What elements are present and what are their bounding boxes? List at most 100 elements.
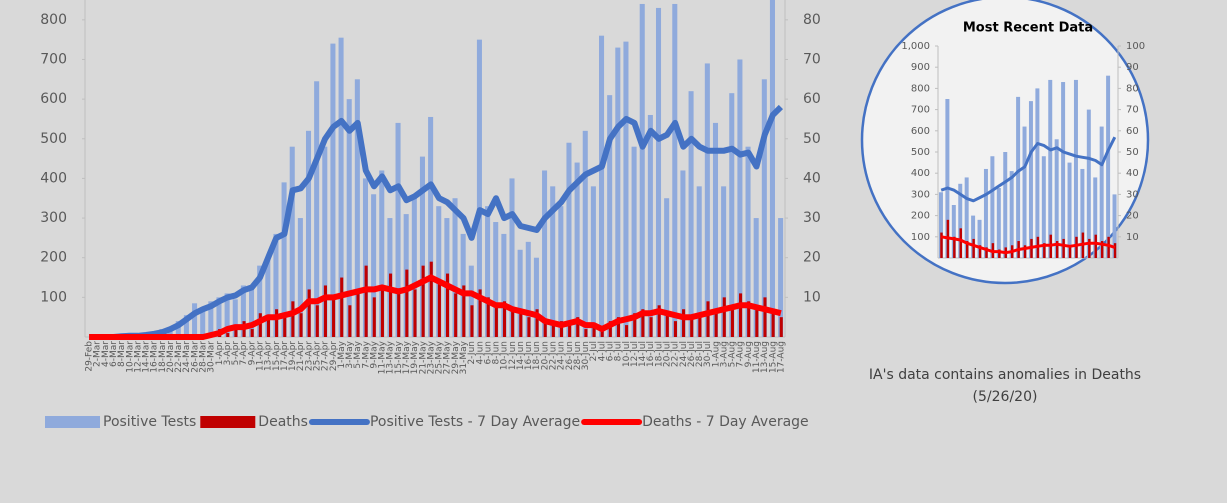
bar [558,206,564,337]
bar [1043,243,1046,258]
bar [486,297,490,337]
bar [1094,234,1097,258]
x-tick-label: 18-Jun [532,341,542,370]
bar [1054,139,1059,258]
bar [476,39,482,337]
bar [755,309,759,337]
bar [779,317,783,337]
x-tick-label: 6-Mar [109,341,119,367]
bar [592,325,596,337]
y-tick-label: 300 [40,210,67,226]
bar [996,188,1001,258]
y-tick-label: 400 [911,168,930,179]
bar [283,317,287,337]
x-tick-label: 27-Apr [321,341,331,371]
bar [1093,177,1098,258]
bar [704,63,710,337]
x-tick-label: 17-May [402,340,412,374]
bar [729,93,735,337]
x-tick-label: 22-Mar [174,341,184,373]
x-tick-label: 26-Jun [565,341,575,370]
bar [938,192,943,258]
x-tick-label: 29-May [451,340,461,374]
x-tick-label: 7-May [361,340,371,368]
bar [1068,245,1072,258]
bar [1055,241,1059,258]
bar [454,293,458,337]
bar [747,301,751,337]
bar [712,122,719,337]
x-tick-label: 13-May [386,340,396,374]
bar [1041,156,1046,258]
x-tick-label: 12-Mar [133,341,143,373]
bar [429,261,433,337]
bar [428,116,434,337]
y-tick-label: 900 [911,62,930,73]
x-tick-label: 9-Aug [744,341,754,367]
x-tick-label: 21-Apr [296,341,306,371]
x-tick-label: 31-May [459,340,469,374]
bar [983,168,988,258]
note: IA's data contains anomalies in Deaths (… [868,367,1142,405]
bar [413,289,417,337]
bar [1086,109,1091,258]
y2-tick-label: 50 [1126,147,1139,158]
y2-tick-label: 80 [803,12,821,28]
x-tick-label: 4-Jul [597,341,607,361]
bar [1023,245,1027,258]
bar [535,309,539,337]
bar [1016,96,1021,258]
bar [551,325,555,337]
x-tick-label: 24-Jul [679,341,689,367]
legend-label: Deaths [258,414,308,430]
bar [1075,236,1078,258]
bar [1112,194,1117,258]
bar [307,289,311,337]
y-tick-label: 700 [40,51,67,67]
bar [468,265,474,337]
bar [250,329,254,337]
bar [665,313,669,337]
bar [200,307,206,337]
bar [951,205,956,258]
bar [362,178,369,337]
bar [1106,75,1111,259]
bar [647,114,653,337]
bar [559,321,564,337]
y-tick-label: 200 [911,211,930,222]
x-tick-label: 26-Mar [190,341,200,373]
x-tick-label: 17-Apr [280,341,290,371]
bar [722,297,726,337]
x-tick-label: 16-Jun [524,341,534,370]
bar [240,285,246,337]
bar [582,130,588,337]
bar [1009,171,1014,258]
x-tick-label: 3-Aug [719,341,729,367]
x-tick-label: 27-May [443,340,453,374]
bar [568,325,572,337]
y2-tick-label: 70 [1126,105,1139,116]
bar [419,156,425,337]
bar [232,299,238,337]
bar [470,305,474,337]
bar [1088,238,1091,258]
bar [1113,243,1117,258]
y2-tick-label: 10 [1126,232,1139,243]
y-tick-label: 100 [40,289,67,305]
y-tick-label: 700 [911,105,930,116]
bar [1067,162,1072,258]
bar [1073,79,1078,258]
y2-tick-label: 60 [1126,126,1139,137]
bar [527,317,531,337]
bar [405,269,409,337]
bar [978,245,982,258]
y2-tick-label: 30 [1126,189,1139,200]
bar [257,265,263,337]
bar [945,99,950,258]
bar [584,329,588,337]
x-tick-label: 10-Jul [622,341,632,367]
bar [1080,168,1085,258]
x-tick-label: 30-Jun [581,341,591,370]
bar [356,293,360,337]
